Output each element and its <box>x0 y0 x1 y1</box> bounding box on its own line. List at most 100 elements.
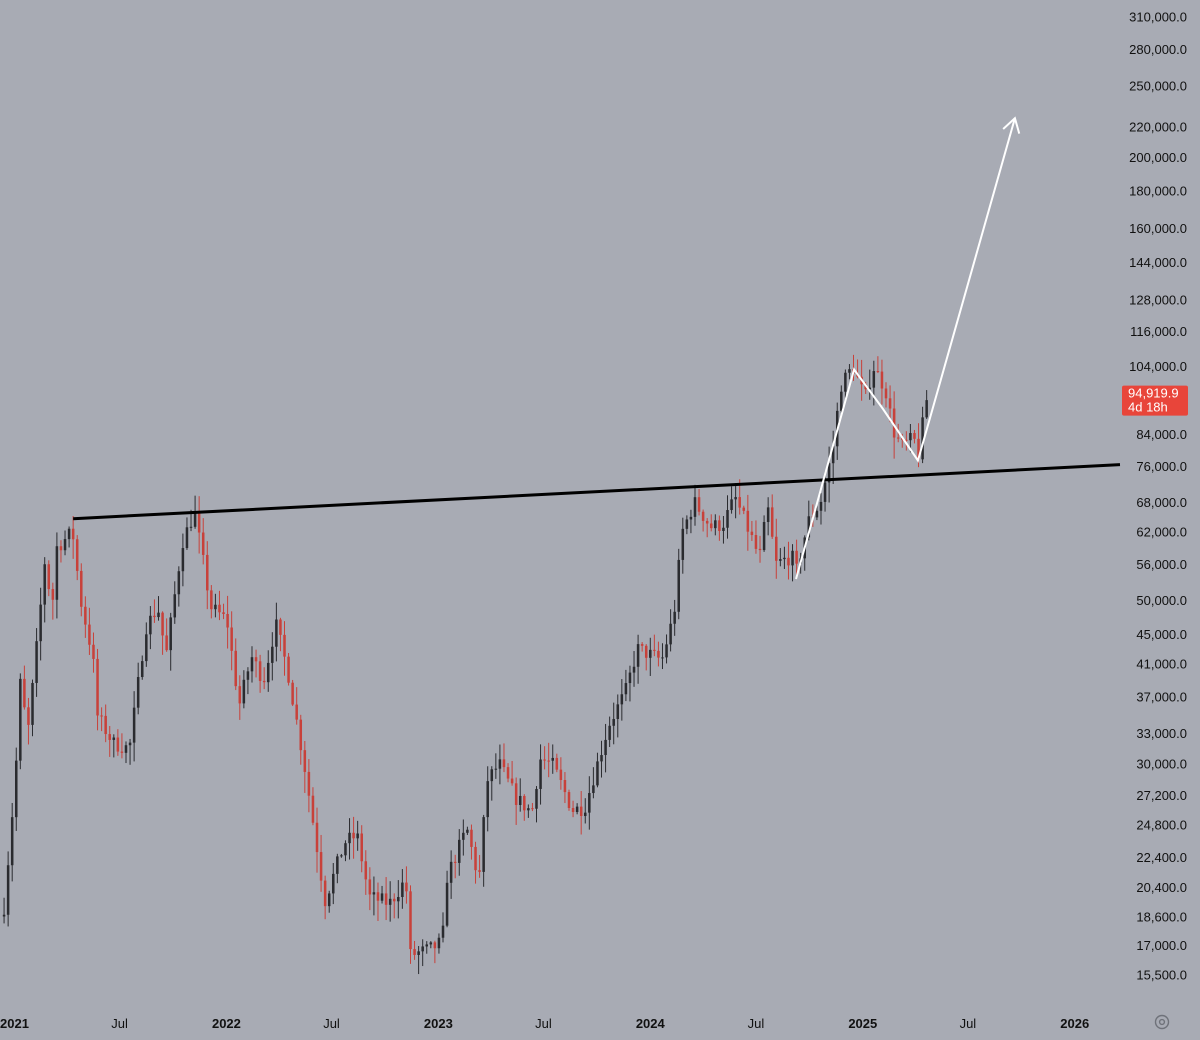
candle <box>458 829 461 876</box>
candle-body <box>145 634 148 662</box>
candle <box>791 544 794 582</box>
candle <box>368 867 372 911</box>
candle <box>360 825 363 873</box>
candle-body <box>539 759 542 789</box>
candle-body <box>779 559 782 561</box>
resistance-trendline[interactable] <box>73 463 1121 521</box>
candle <box>108 725 111 757</box>
candle <box>888 385 892 423</box>
candle-body <box>640 644 644 646</box>
candle-body <box>547 760 550 762</box>
candle <box>2 897 6 924</box>
candle-body <box>746 510 750 532</box>
candle-body <box>2 914 6 917</box>
candle <box>51 582 55 620</box>
candle <box>161 611 164 655</box>
candle <box>271 632 274 681</box>
candle <box>10 802 14 882</box>
candle <box>124 741 128 764</box>
candle <box>604 723 607 773</box>
candle <box>291 679 294 707</box>
candle <box>165 618 168 652</box>
candle-body <box>478 870 481 872</box>
candle-body <box>413 949 416 955</box>
candle-body <box>47 564 51 590</box>
candle-body <box>433 942 437 949</box>
candle <box>6 851 10 927</box>
candle-body <box>392 898 396 902</box>
candle-body <box>368 879 372 895</box>
projection-arrowhead <box>1002 116 1021 134</box>
candle <box>266 650 270 692</box>
candle-body <box>140 661 144 678</box>
candle <box>327 890 331 913</box>
candle <box>136 662 140 715</box>
candle-body <box>807 516 811 538</box>
y-tick-label: 37,000.0 <box>1136 689 1187 704</box>
candle-body <box>750 531 754 536</box>
candle <box>482 814 485 887</box>
settings-gear-icon[interactable] <box>1154 1014 1170 1030</box>
candle-body <box>323 880 327 907</box>
candle <box>145 622 148 667</box>
candle <box>636 634 640 684</box>
candle-body <box>636 644 640 667</box>
candle-body <box>762 521 766 551</box>
candle-body <box>401 882 404 898</box>
candle <box>401 869 404 909</box>
candle <box>75 535 79 581</box>
candle <box>539 744 542 805</box>
candle-body <box>770 507 774 537</box>
candle-body <box>238 686 242 704</box>
projection-path[interactable] <box>795 117 1016 580</box>
candle-body <box>823 482 827 502</box>
candle-body <box>372 892 376 895</box>
candle <box>14 747 18 831</box>
candle-body <box>376 892 380 901</box>
candle <box>462 819 465 856</box>
candle-body <box>474 846 477 871</box>
candle <box>608 716 611 748</box>
candle <box>376 882 380 921</box>
candle <box>746 494 750 551</box>
candle <box>661 643 664 670</box>
candle <box>783 546 786 569</box>
candle <box>149 606 152 650</box>
candle-body <box>173 594 177 618</box>
candle <box>429 941 433 949</box>
candle-body <box>531 808 534 810</box>
candle-body <box>197 512 201 533</box>
candle <box>421 939 424 967</box>
candle-body <box>462 832 465 840</box>
candle <box>275 602 278 662</box>
candle-body <box>23 678 26 708</box>
candle <box>657 641 660 667</box>
candle-body <box>868 387 872 390</box>
candle <box>315 807 319 873</box>
candle-body <box>909 433 912 441</box>
candle <box>35 628 38 697</box>
candle <box>844 369 847 398</box>
y-tick-label: 50,000.0 <box>1136 593 1187 608</box>
candle <box>758 535 762 563</box>
candle-body <box>27 707 30 725</box>
candle-body <box>437 937 441 949</box>
candle <box>92 632 95 673</box>
y-tick-label: 22,400.0 <box>1136 850 1187 865</box>
candle <box>840 385 843 413</box>
y-tick-label: 62,000.0 <box>1136 524 1187 539</box>
y-tick-label: 18,600.0 <box>1136 909 1187 924</box>
candle-body <box>482 817 485 872</box>
candle-body <box>738 497 741 508</box>
candle-body <box>31 682 34 725</box>
candle <box>714 514 717 536</box>
y-tick-label: 24,800.0 <box>1136 817 1187 832</box>
candle <box>730 486 733 514</box>
y-tick-label: 20,400.0 <box>1136 880 1187 895</box>
candle <box>67 526 71 548</box>
candle <box>185 517 189 550</box>
candle <box>39 587 42 661</box>
candle <box>116 729 120 756</box>
